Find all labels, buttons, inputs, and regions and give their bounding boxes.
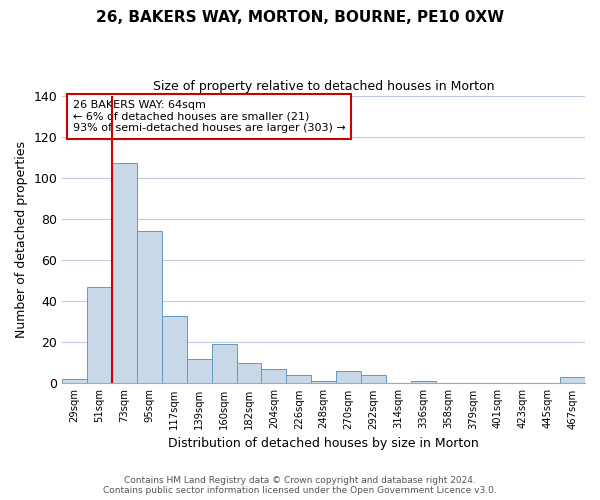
Bar [62,380,87,384]
Bar [112,164,137,384]
Text: 26 BAKERS WAY: 64sqm
← 6% of detached houses are smaller (21)
93% of semi-detach: 26 BAKERS WAY: 64sqm ← 6% of detached ho… [73,100,346,133]
Bar [361,375,386,384]
Bar [87,287,112,384]
X-axis label: Distribution of detached houses by size in Morton: Distribution of detached houses by size … [168,437,479,450]
Y-axis label: Number of detached properties: Number of detached properties [15,141,28,338]
Bar [187,359,212,384]
Bar [262,369,286,384]
Bar [286,375,311,384]
Bar [311,382,336,384]
Text: Contains HM Land Registry data © Crown copyright and database right 2024.
Contai: Contains HM Land Registry data © Crown c… [103,476,497,495]
Title: Size of property relative to detached houses in Morton: Size of property relative to detached ho… [153,80,494,93]
Bar [162,316,187,384]
Text: 26, BAKERS WAY, MORTON, BOURNE, PE10 0XW: 26, BAKERS WAY, MORTON, BOURNE, PE10 0XW [96,10,504,25]
Bar [560,378,585,384]
Bar [137,232,162,384]
Bar [212,344,236,384]
Bar [411,382,436,384]
Bar [336,371,361,384]
Bar [236,363,262,384]
